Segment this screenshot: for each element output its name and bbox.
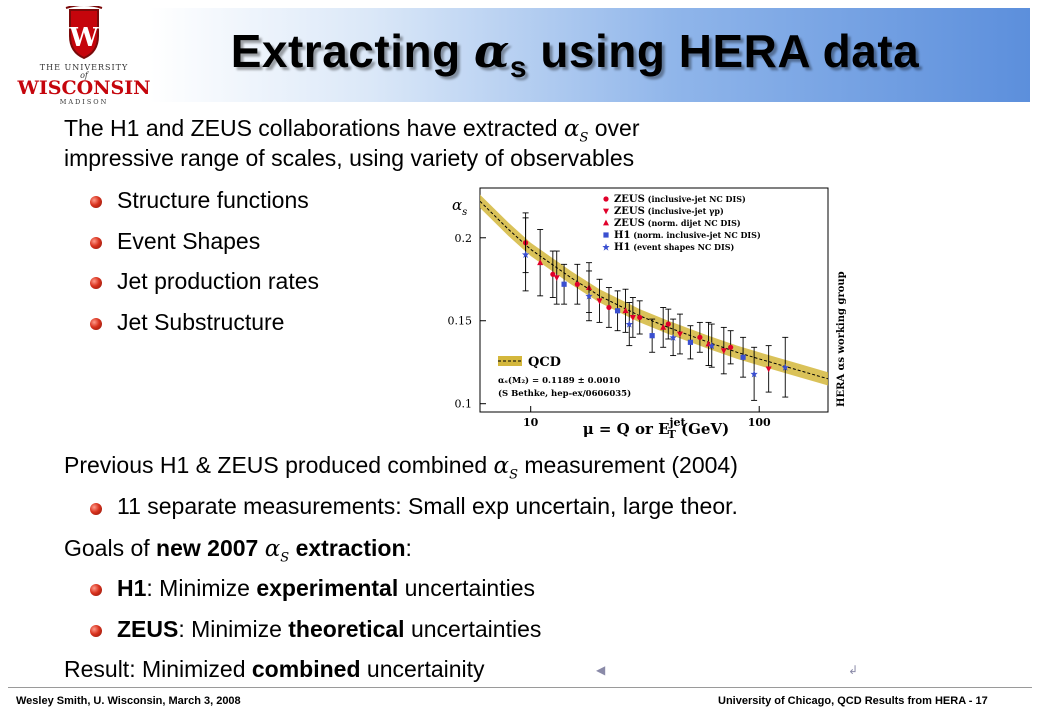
intro-line2: impressive range of scales, using variet… [64, 145, 635, 171]
bullet-icon [90, 318, 102, 330]
legend-entry: H1 (norm. inclusive-jet NC DIS) [614, 230, 761, 241]
data-point [665, 321, 671, 327]
y-axis-label: αs [452, 196, 467, 218]
footer-right: University of Chicago, QCD Results from … [718, 695, 988, 707]
bullet-icon [90, 584, 102, 596]
observable-item: Jet production rates [117, 268, 320, 294]
next-slide-icon[interactable]: ↲ [848, 663, 859, 677]
data-point [553, 275, 560, 281]
legend-marker [603, 196, 609, 202]
data-point [687, 339, 694, 345]
qcd-band [480, 194, 828, 386]
bullet-icon [90, 277, 102, 289]
data-point [676, 331, 683, 338]
slide-title: Extracting αs using HERA data [230, 24, 920, 84]
footer-divider [8, 687, 1032, 688]
data-point [522, 250, 530, 258]
result-line: Result: Minimized combined uncertainity [64, 656, 485, 682]
goals-line: Goals of new 2007 αS extraction: [64, 535, 412, 566]
legend-marker [603, 208, 609, 215]
goal-h1: H1: Minimize experimental uncertainties [117, 575, 536, 601]
data-point [649, 333, 655, 339]
data-point [596, 298, 603, 305]
intro-line1: The H1 and ZEUS collaborations have extr… [64, 115, 640, 146]
previous-line: Previous H1 & ZEUS produced combined αS … [64, 452, 738, 483]
legend-marker [603, 232, 609, 238]
shield-letter: W [68, 23, 99, 53]
alpha-symbol: αS [563, 116, 589, 146]
university-logo: W THE UNIVERSITY of WISCONSIN MADISON [10, 4, 160, 106]
y-tick-label: 0.15 [448, 315, 473, 328]
y-tick-label: 0.1 [455, 398, 473, 411]
legend-marker [602, 243, 610, 251]
data-point [614, 308, 621, 314]
x-axis-label: μ = Q or Ejet T (GeV) [583, 416, 730, 438]
alpha-s-chart: 0.1 0.15 0.2 10 100 αs μ = Q or Ejet T (GeV) HER… [424, 182, 856, 441]
logo-line1: THE UNIVERSITY [40, 63, 129, 72]
data-point [637, 314, 643, 321]
data-point [669, 333, 677, 341]
data-point [625, 320, 633, 328]
plot-frame [479, 187, 829, 413]
logo-line2: of [80, 71, 90, 80]
chart-svg: 0.1 0.15 0.2 10 100 αs μ = Q or Ejet T (GeV) HER… [448, 187, 847, 441]
bullet-icon [90, 237, 102, 249]
qcd-value: αₛ(M₂) = 0.1189 ± 0.0010 [498, 375, 620, 386]
footer-left: Wesley Smith, U. Wisconsin, March 3, 200… [16, 695, 241, 707]
data-point [574, 281, 580, 287]
crest-icon: W [65, 4, 103, 60]
legend-entry: ZEUS (inclusive-jet NC DIS) [614, 194, 746, 205]
logo-line4: MADISON [60, 98, 109, 106]
observable-item: Structure functions [117, 187, 309, 213]
data-point [629, 315, 636, 321]
legend-entry: H1 (event shapes NC DIS) [614, 242, 735, 253]
prev-slide-icon[interactable]: ◀ [596, 663, 606, 677]
bullet-icon [90, 196, 102, 208]
goal-zeus: ZEUS: Minimize theoretical uncertainties [117, 616, 542, 642]
legend-entry: ZEUS (norm. dijet NC DIS) [614, 218, 741, 229]
data-point [606, 304, 612, 311]
previous-bullet: 11 separate measurements: Small exp unce… [117, 493, 738, 519]
legend-marker [603, 219, 609, 226]
qcd-central-line [479, 200, 829, 380]
data-point [561, 281, 567, 287]
observable-item: Event Shapes [117, 228, 261, 254]
bullet-icon [90, 503, 102, 515]
data-point [728, 344, 734, 350]
alpha-symbol: αS [493, 453, 518, 483]
alpha-symbol: αS [264, 536, 290, 566]
data-point [660, 323, 667, 330]
data-point [781, 363, 789, 371]
bullet-icon [90, 625, 102, 637]
data-point [750, 370, 758, 378]
y-tick-label: 0.2 [455, 232, 473, 245]
data-point [720, 348, 727, 355]
logo-line3: WISCONSIN [17, 77, 151, 99]
x-tick-label: 100 [748, 416, 771, 429]
data-point [740, 354, 746, 360]
title-band [150, 8, 1030, 102]
qcd-ref: (S Bethke, hep-ex/0606035) [498, 388, 631, 399]
data-point [585, 292, 593, 300]
legend-entry: ZEUS (inclusive-jet γp) [614, 206, 724, 217]
qcd-legend-label: QCD [528, 355, 561, 370]
data-point [537, 259, 544, 266]
observable-item: Jet Substructure [117, 309, 285, 335]
side-label: HERA αs working group [836, 271, 847, 407]
x-tick-label: 10 [523, 416, 539, 429]
data-point [765, 366, 772, 373]
data-point [697, 334, 703, 340]
data-point [708, 342, 716, 350]
data-point [622, 307, 629, 314]
